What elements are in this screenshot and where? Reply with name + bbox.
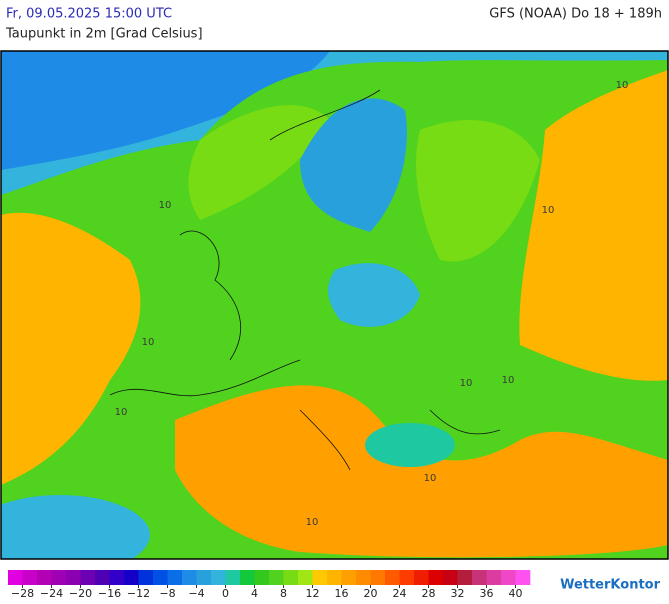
tick-label: 40: [509, 587, 523, 600]
color-swatch: [515, 570, 531, 585]
tick-label: −20: [69, 587, 92, 600]
color-swatch: [211, 570, 226, 585]
contour-label: 10: [159, 200, 172, 211]
color-swatch: [66, 570, 81, 585]
color-swatch: [370, 570, 386, 585]
color-swatch: [80, 570, 96, 585]
color-swatch: [501, 570, 516, 585]
color-swatch: [443, 570, 458, 585]
atlantic-cold: [1, 51, 330, 170]
tick-label: 32: [451, 587, 465, 600]
color-swatch: [457, 570, 473, 585]
color-swatch: [109, 570, 125, 585]
color-swatch: [327, 570, 342, 585]
map-frame: [0, 50, 669, 560]
warm-south: [175, 385, 668, 558]
tick-label: −16: [98, 587, 121, 600]
tick-label: 20: [364, 587, 378, 600]
color-swatch: [138, 570, 154, 585]
coastline: [109, 89, 501, 471]
contour-label: 10: [424, 473, 437, 484]
color-swatch: [472, 570, 487, 585]
color-swatch: [269, 570, 284, 585]
tick-label: 0: [222, 587, 229, 600]
contour-label: 10: [306, 517, 319, 528]
color-swatch: [167, 570, 183, 585]
timestamp: Fr, 09.05.2025 15:00 UTC: [6, 7, 172, 22]
color-swatch: [486, 570, 502, 585]
atlantic-south: [1, 495, 150, 559]
color-swatch: [341, 570, 357, 585]
tick-label: 16: [335, 587, 349, 600]
contour-label: 10: [616, 80, 629, 91]
tick-label: −28: [11, 587, 34, 600]
color-swatch: [356, 570, 371, 585]
contour-label: 10: [502, 375, 515, 386]
tick-label: −4: [188, 587, 204, 600]
mediterranean: [365, 423, 455, 467]
color-swatch: [312, 570, 328, 585]
map: 10 10 10 10 10 10 10 10 10: [0, 50, 669, 560]
color-swatch: [51, 570, 67, 585]
model-info: GFS (NOAA) Do 18 + 189h: [489, 7, 662, 22]
color-swatch: [225, 570, 241, 585]
colorbar: −28 −24 −20 −16 −12 −8 −4 0 4 8 12 16 20 24 28 32 36 40: [8, 570, 531, 600]
color-swatch: [196, 570, 212, 585]
tick-label: −8: [159, 587, 175, 600]
color-swatch: [414, 570, 429, 585]
land-light: [416, 120, 540, 262]
contour-label: 10: [460, 378, 473, 389]
color-swatch: [8, 570, 23, 585]
tick-label: −12: [127, 587, 150, 600]
brand: WetterKontor: [560, 578, 661, 593]
color-swatch: [153, 570, 168, 585]
color-swatch: [428, 570, 444, 585]
tick-label: 24: [393, 587, 407, 600]
color-swatch: [182, 570, 197, 585]
tick-label: 4: [251, 587, 258, 600]
color-swatch: [385, 570, 400, 585]
color-swatch: [283, 570, 299, 585]
contour-label: 10: [115, 407, 128, 418]
color-swatch: [22, 570, 38, 585]
color-swatch: [95, 570, 110, 585]
contour-label: 10: [142, 337, 155, 348]
tick-label: 36: [480, 587, 494, 600]
color-swatch: [399, 570, 415, 585]
color-swatch: [298, 570, 313, 585]
warm-west: [1, 212, 141, 485]
map-title: Taupunkt in 2m [Grad Celsius]: [5, 27, 203, 42]
tick-label: 8: [280, 587, 287, 600]
color-swatch: [37, 570, 52, 585]
tick-label: 12: [306, 587, 320, 600]
color-swatch: [124, 570, 139, 585]
contour-label: 10: [542, 205, 555, 216]
cold-central: [328, 263, 420, 327]
color-swatch: [254, 570, 270, 585]
color-swatch: [240, 570, 255, 585]
cold-scandinavia: [300, 98, 407, 232]
land-light: [188, 105, 330, 220]
tick-label: −24: [40, 587, 63, 600]
warm-east: [519, 70, 668, 381]
tick-label: 28: [422, 587, 436, 600]
